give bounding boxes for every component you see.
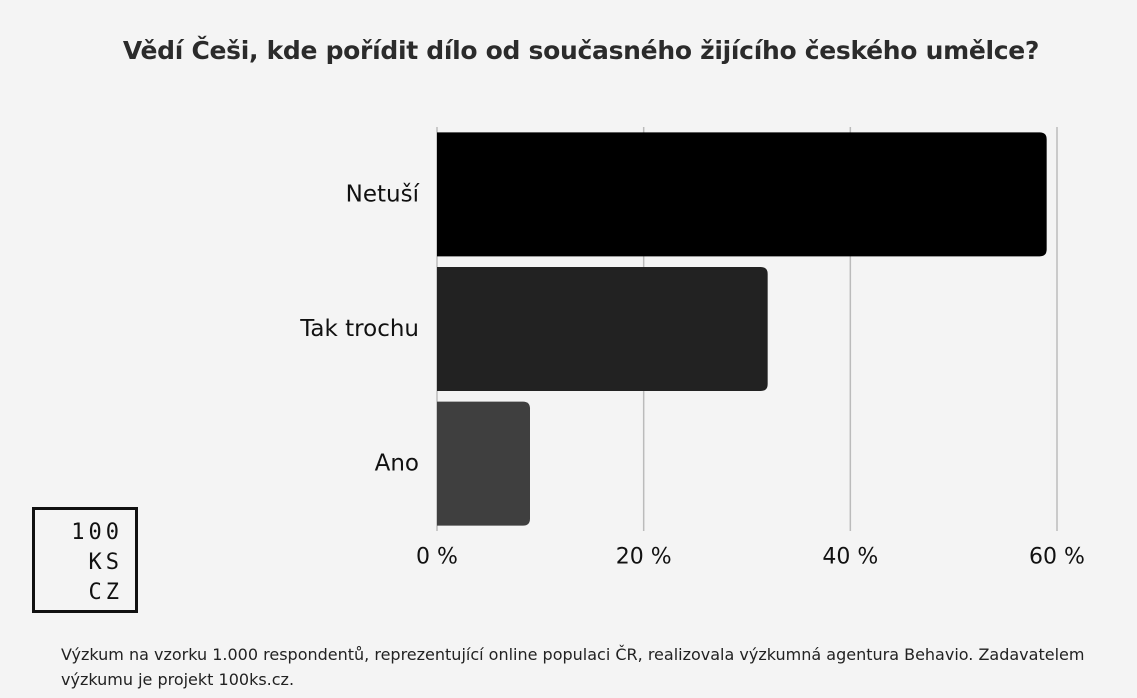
x-tick-label-2: 40 % [822, 545, 878, 570]
bar-0 [437, 132, 1047, 257]
category-label-1: Tak trochu [299, 316, 419, 342]
logo-line-2: KS [88, 550, 123, 575]
footnote: Výzkum na vzorku 1.000 respondentů, repr… [61, 645, 1085, 689]
x-tick-label-3: 60 % [1029, 545, 1085, 570]
category-label-2: Ano [375, 451, 419, 477]
bar-1 [437, 267, 768, 391]
bar-2 [437, 401, 530, 526]
logo-line-3: CZ [88, 580, 123, 605]
x-tick-label-1: 20 % [616, 545, 672, 570]
chart-title: Vědí Češi, kde pořídit dílo od současnéh… [122, 36, 1040, 65]
logo: 100 KS CZ [32, 507, 138, 613]
bar-chart: Netuší Tak trochu Ano 0 % 20 % 40 % 60 % [299, 127, 1085, 570]
logo-line-1: 100 [71, 520, 123, 545]
category-label-0: Netuší [346, 181, 420, 207]
x-tick-label-0: 0 % [416, 545, 458, 570]
